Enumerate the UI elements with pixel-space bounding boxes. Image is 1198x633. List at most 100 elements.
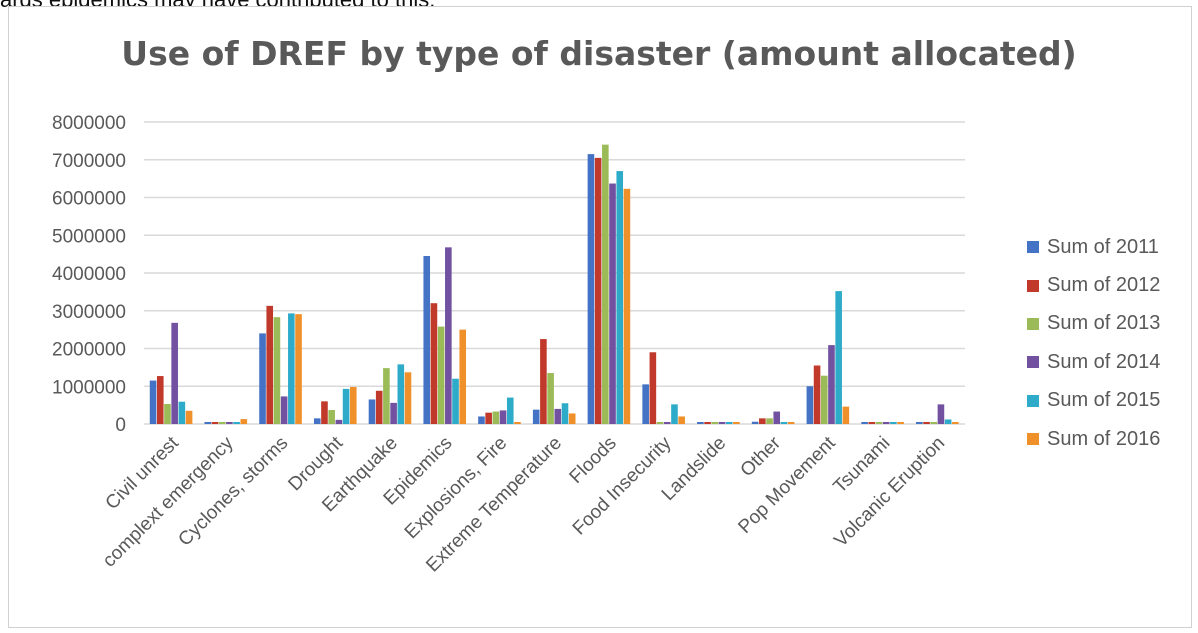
bar [383, 368, 390, 424]
legend-item: Sum of 2011 [1027, 228, 1160, 266]
bar [623, 188, 631, 424]
bar [226, 422, 233, 424]
bar [609, 183, 616, 424]
y-tick-label: 7000000 [52, 151, 126, 172]
legend-item: Sum of 2013 [1027, 305, 1160, 343]
bar [266, 305, 274, 424]
bar [751, 421, 759, 424]
bar [733, 422, 740, 424]
legend-item: Sum of 2015 [1027, 382, 1160, 420]
legend-swatch [1027, 241, 1039, 254]
bar [616, 171, 624, 424]
bar [868, 422, 876, 424]
y-tick-label: 0 [115, 415, 126, 436]
y-tick-label: 6000000 [52, 189, 126, 210]
bar [185, 410, 193, 424]
legend-swatch [1027, 279, 1039, 292]
bar [561, 403, 569, 424]
bar [554, 408, 562, 424]
bar [780, 422, 788, 424]
bar [171, 322, 178, 424]
legend-label: Sum of 2014 [1047, 350, 1161, 373]
bar [725, 422, 733, 424]
legend-item: Sum of 2014 [1027, 343, 1160, 381]
bar [671, 404, 678, 424]
bar [335, 419, 343, 424]
legend-swatch [1027, 317, 1039, 330]
x-category-label: Food Insecurity [569, 432, 676, 539]
legend-item: Sum of 2016 [1027, 420, 1160, 458]
y-tick-label: 2000000 [52, 340, 126, 361]
legend-swatch [1027, 433, 1039, 446]
bar [295, 314, 302, 424]
legend: Sum of 2011 Sum of 2012 Sum of 2013 Sum of … [1027, 228, 1160, 458]
bar [890, 422, 897, 424]
bar [349, 387, 357, 424]
y-tick-label: 4000000 [52, 264, 126, 285]
bar [861, 422, 868, 424]
bar [766, 418, 773, 424]
bar [642, 384, 649, 424]
bar [149, 380, 157, 424]
bar [313, 418, 321, 424]
bar [423, 256, 431, 424]
bar [656, 422, 664, 424]
bar [923, 422, 930, 424]
bar [240, 419, 248, 424]
bar [916, 422, 923, 424]
bar [233, 422, 240, 424]
bar [930, 422, 938, 424]
bar [259, 333, 266, 424]
bar [842, 406, 850, 424]
bar [540, 339, 547, 424]
bar [342, 388, 350, 424]
bar [211, 422, 219, 424]
bar [218, 422, 226, 424]
bar [492, 411, 500, 424]
bar [602, 144, 609, 424]
y-tick-label: 5000000 [52, 226, 126, 247]
bar [478, 416, 485, 424]
bar [568, 413, 576, 424]
bar [952, 422, 959, 424]
bar [328, 410, 335, 424]
x-category-label: Other [737, 432, 786, 481]
legend-swatch [1027, 394, 1039, 407]
bar [321, 401, 328, 424]
bar [485, 412, 492, 424]
bar [882, 422, 890, 424]
bar [164, 403, 171, 424]
bar [156, 376, 164, 424]
bar [204, 422, 212, 424]
bar [547, 373, 554, 424]
bar [649, 352, 657, 424]
bar [835, 291, 842, 424]
legend-label: Sum of 2016 [1047, 427, 1161, 450]
y-tick-label: 1000000 [52, 377, 126, 398]
legend-label: Sum of 2011 [1047, 235, 1159, 258]
bar [678, 416, 685, 424]
bar [397, 364, 405, 424]
bar [937, 404, 945, 424]
bar [514, 422, 521, 424]
legend-label: Sum of 2012 [1047, 274, 1161, 297]
bar [704, 422, 711, 424]
bar [404, 372, 412, 424]
bar [820, 375, 828, 424]
legend-swatch [1027, 356, 1039, 369]
bar [828, 345, 835, 424]
bar [718, 422, 726, 424]
bar [759, 418, 766, 424]
bar [452, 378, 459, 424]
bar [897, 422, 904, 424]
bar [280, 396, 288, 424]
bar [288, 313, 295, 424]
bar [506, 397, 514, 424]
bar [587, 154, 595, 424]
bar [813, 365, 821, 424]
bars [149, 144, 959, 425]
bar [368, 399, 376, 424]
bar [663, 422, 671, 424]
bar [711, 422, 719, 424]
